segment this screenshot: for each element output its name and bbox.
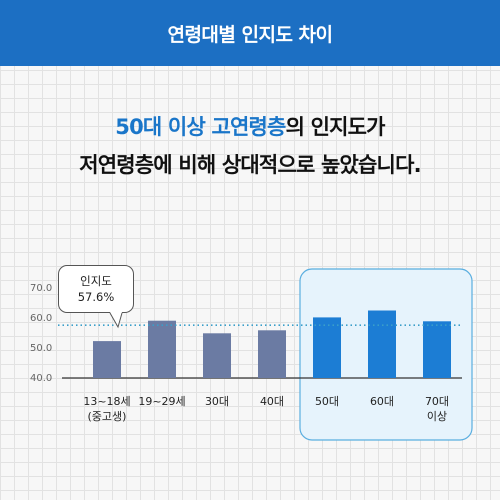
bar: [203, 333, 231, 378]
bar: [93, 341, 121, 378]
headline-highlight: 50대 이상 고연령층: [115, 115, 286, 139]
y-tick-label: 60.0: [30, 313, 52, 324]
bar: [368, 310, 396, 378]
header-banner: 연령대별 인지도 차이: [0, 0, 500, 66]
headline-line-1: 50대 이상 고연령층의 인지도가: [0, 108, 500, 146]
x-tick-label: 70대 이상: [425, 395, 449, 423]
callout-value: 57.6%: [77, 290, 115, 304]
header-title: 연령대별 인지도 차이: [167, 23, 333, 46]
x-tick-label: 19~29세: [138, 395, 185, 408]
headline-rest: 의 인지도가: [285, 115, 386, 139]
headline-line-2: 저연령층에 비해 상대적으로 높았습니다.: [79, 153, 421, 177]
y-axis-ticks: 40.0 50.0 60.0 70.0: [30, 283, 52, 384]
x-tick-label: 60대: [370, 395, 394, 408]
y-tick-label: 70.0: [30, 283, 52, 294]
x-tick-label: 50대: [315, 395, 339, 408]
bar: [148, 320, 176, 378]
y-tick-label: 40.0: [30, 373, 52, 384]
callout-label: 인지도: [80, 274, 112, 288]
x-tick-label: 30대: [205, 395, 229, 408]
headline: 50대 이상 고연령층의 인지도가 저연령층에 비해 상대적으로 높았습니다.: [0, 108, 500, 184]
y-tick-label: 50.0: [30, 343, 52, 354]
bars: [93, 310, 451, 378]
bar: [423, 321, 451, 378]
x-tick-label: 40대: [260, 395, 284, 408]
category-labels: 13~18세 (중고생) 19~29세 30대 40대 50대 60대 70대 이상: [83, 395, 449, 423]
bar: [313, 317, 341, 378]
callout-bubble: 인지도 57.6%: [58, 265, 134, 313]
bar: [258, 330, 286, 378]
x-tick-label: 13~18세 (중고생): [83, 395, 130, 423]
